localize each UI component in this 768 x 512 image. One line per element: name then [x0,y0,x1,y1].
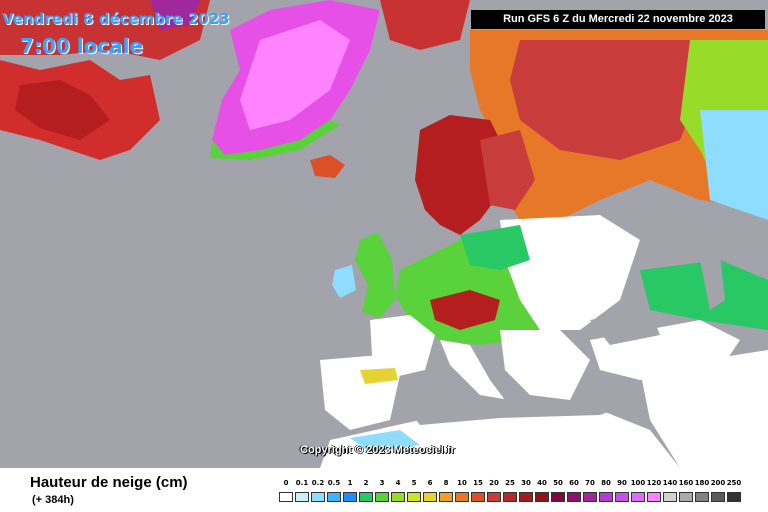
scale-swatch [695,492,709,502]
scale-swatch [279,492,293,502]
scale-swatch [487,492,501,502]
scale-label: 180 [694,479,710,487]
scale-label: 6 [427,479,433,487]
scale-label: 80 [601,479,611,487]
scale-label: 140 [662,479,678,487]
scale-label: 4 [395,479,401,487]
forecast-time: 7:00 locale [20,34,144,58]
scale-swatch [295,492,309,502]
north-africa [320,410,680,468]
scale-swatch [471,492,485,502]
model-run-info: Run GFS 6 Z du Mercredi 22 novembre 2023 [471,10,765,29]
legend-lead-time: (+ 384h) [32,494,74,506]
scale-swatch [439,492,453,502]
scale-label: 0.2 [311,479,325,487]
scale-label: 70 [585,479,595,487]
forecast-date: Vendredi 8 décembre 2023 [2,10,230,28]
scale-swatch [679,492,693,502]
scale-swatch [599,492,613,502]
scale-swatch [359,492,373,502]
scale-labels: 0 0.1 0.2 0.5 1 2 3 4 5 6 8 10 15 20 25 30 40 50 60 70 80 90 1… [278,479,758,489]
scale-swatch [711,492,725,502]
eastern-europe [500,215,640,330]
scale-label: 0 [283,479,289,487]
copyright-notice: Copyright © 2023 Meteociel.fr [300,444,455,456]
scale-label: 8 [443,479,449,487]
scale-label: 200 [710,479,726,487]
scale-swatch [407,492,421,502]
iceland [310,155,345,178]
north-america-snow-heavy [15,80,110,140]
middle-east [640,350,768,468]
legend-title: Hauteur de neige (cm) [30,474,188,491]
scale-swatch [727,492,741,502]
scale-label: 120 [646,479,662,487]
iberia [320,355,400,430]
legend-bar: Hauteur de neige (cm) (+ 384h) 0 0.1 0.2 0.… [0,468,768,512]
russia-east-blue [700,110,768,220]
scale-label: 15 [473,479,483,487]
scale-swatch [503,492,517,502]
caucasus-snow [640,260,768,330]
scale-label: 2 [363,479,369,487]
scale-label: 250 [726,479,742,487]
scale-label: 30 [521,479,531,487]
mediterranean-sea [400,395,640,425]
map-canvas [0,0,768,468]
canada-purple-area [150,0,200,30]
scale-label: 100 [630,479,646,487]
pyrenees-snow [360,368,398,384]
scale-label: 160 [678,479,694,487]
scale-label: 5 [411,479,417,487]
scale-swatch [455,492,469,502]
scale-swatch [631,492,645,502]
snow-depth-map: Vendredi 8 décembre 2023 7:00 locale Run… [0,0,768,468]
scale-swatch [583,492,597,502]
scale-swatch [311,492,325,502]
scale-label: 3 [379,479,385,487]
scale-swatch [615,492,629,502]
scale-label: 1 [347,479,353,487]
scale-label: 25 [505,479,515,487]
scale-label: 50 [553,479,563,487]
italy [440,340,505,410]
scale-label: 20 [489,479,499,487]
scale-swatch [423,492,437,502]
russia-heavy-snow [510,40,700,160]
caspian-sea [700,255,725,310]
scale-swatch [327,492,341,502]
scale-label: 40 [537,479,547,487]
finland [480,130,535,210]
greenland-coast-green [210,120,340,160]
alps-snow [430,290,500,330]
scale-swatch [647,492,661,502]
ireland [332,265,356,298]
scale-label: 60 [569,479,579,487]
scale-swatch [343,492,357,502]
scale-swatch [551,492,565,502]
color-scale [278,492,758,504]
greenland-core [240,20,350,130]
scale-swatch [567,492,581,502]
scale-label: 90 [617,479,627,487]
scale-label: 0.5 [327,479,341,487]
scale-swatch [535,492,549,502]
balkans [500,330,590,400]
scale-swatch [375,492,389,502]
black-sea [590,310,660,345]
scale-swatch [391,492,405,502]
great-britain [355,232,395,318]
scale-swatch [519,492,533,502]
scale-label: 0.1 [295,479,309,487]
atlas-snow [350,430,420,452]
scale-swatch [663,492,677,502]
poland-green [460,225,530,270]
scale-label: 10 [457,479,467,487]
arctic-islands [380,0,470,50]
